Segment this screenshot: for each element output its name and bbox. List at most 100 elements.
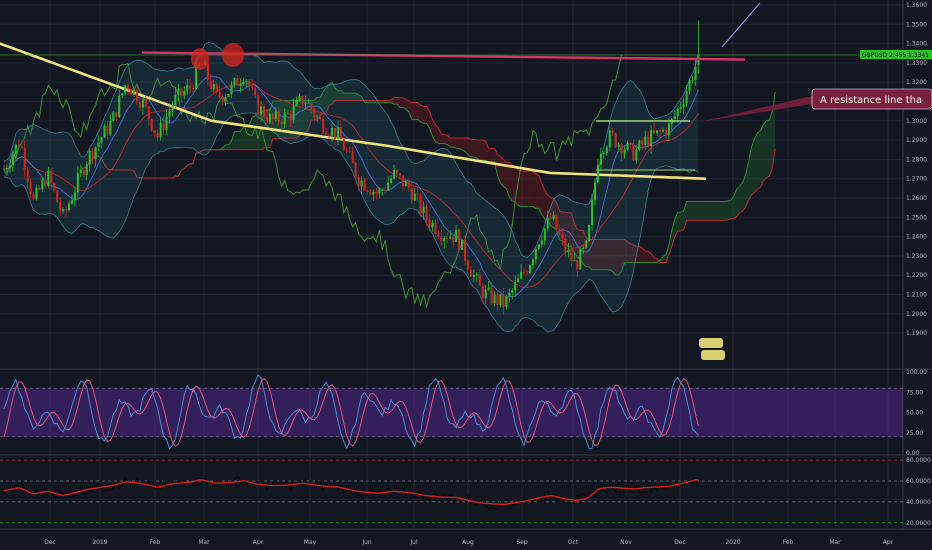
cloud-segment (742, 174, 746, 211)
candle-body (620, 144, 623, 154)
candle-body (245, 80, 248, 82)
bollinger-bands (3, 42, 699, 333)
candle-body (322, 118, 325, 133)
cloud-segment (228, 140, 232, 150)
cloud-segment (639, 246, 643, 263)
time-axis[interactable]: Dec 2019 Feb Mar Apr May Jun Jul Aug Sep Oct Nov Dec… (44, 539, 894, 546)
cloud-segment (476, 139, 480, 161)
candle-body (608, 130, 611, 148)
cloud-segment (710, 201, 714, 221)
cloud-segment (240, 127, 244, 150)
candle-body (478, 274, 481, 286)
price-tick-label: 1.2300 (906, 253, 927, 260)
candle-body (596, 164, 599, 183)
cloud-segment (420, 105, 424, 124)
candle-body (331, 127, 334, 136)
cloud-segment (479, 139, 483, 161)
candle-body (206, 63, 209, 81)
candle-body (594, 182, 596, 201)
time-tick-label: Nov (620, 539, 632, 546)
stoch-tick-label: 75.00 (906, 389, 923, 396)
time-tick-label: Apr (883, 539, 894, 546)
candle-body (112, 112, 115, 121)
candle-body (280, 121, 283, 125)
cloud-segment (583, 230, 587, 267)
stoch-d-line (3, 377, 699, 447)
cloud-segment (763, 120, 767, 181)
candle-body (567, 249, 570, 252)
price-tick-label: 1.3500 (906, 21, 927, 28)
cloud-segment (491, 148, 495, 162)
cloud-segment (462, 137, 465, 152)
candle-body (236, 78, 239, 87)
time-tick-label: 2019 (92, 539, 107, 546)
candle-body (73, 192, 76, 201)
candle-body (585, 240, 588, 248)
candle-body (582, 247, 585, 250)
price-badge-symbol: GBPUSD 2.4551 (862, 52, 910, 59)
osc-tick-label: 60.0000 (906, 478, 931, 485)
cloud-segment (760, 124, 764, 188)
cloud-segment (323, 87, 327, 114)
candle-body (404, 181, 407, 187)
candle-body (298, 95, 301, 101)
candle-body (325, 132, 328, 135)
candle-body (85, 164, 88, 175)
candle-body (268, 113, 271, 122)
candle-body (549, 217, 552, 219)
time-tick-label: Sep (516, 539, 528, 546)
time-tick-label: Dec (674, 539, 686, 546)
last-price-badge[interactable]: GBPUSD 2.4551 1.3341 (860, 50, 932, 59)
candle-body (653, 130, 656, 134)
candle-body (635, 149, 638, 161)
candle-body (591, 200, 594, 225)
candle-body (644, 136, 647, 145)
cloud-segment (645, 251, 649, 263)
cloud-segment (414, 102, 418, 120)
candle-body (100, 137, 103, 143)
candle-body (29, 181, 32, 195)
candle-body (94, 147, 97, 160)
cloud-segment (565, 212, 569, 247)
cloud-segment (592, 239, 595, 270)
cloud-segment (500, 156, 504, 187)
candle-body (440, 236, 443, 242)
cloud-segment (337, 90, 341, 101)
cloud-segment (529, 170, 533, 207)
lagging-span (3, 54, 623, 309)
cloud-segment (648, 251, 652, 263)
candle-body (345, 150, 348, 151)
candle-body (372, 191, 375, 195)
cloud-segment (544, 190, 548, 221)
candle-body (443, 237, 446, 242)
resistance-callout[interactable]: A resistance line tha (700, 88, 932, 122)
moving-average-200 (0, 42, 707, 180)
candle-body (676, 108, 679, 117)
price-tick-label: 1.2400 (906, 234, 927, 241)
cloud-segment (423, 106, 427, 124)
time-tick-label: Mar (829, 539, 841, 546)
cloud-segment (379, 100, 383, 103)
cloud-segment (680, 210, 684, 232)
candle-body (144, 99, 147, 107)
cloud-segment (521, 170, 525, 207)
callout-text: A resistance line tha (820, 95, 922, 106)
price-axis[interactable]: 1.36001.35001.34001.33001.32001.31001.30… (906, 2, 927, 337)
cloud-segment (769, 111, 773, 177)
candle-body (310, 102, 313, 110)
osc-fast-line (3, 475, 699, 510)
bollinger-upper (3, 42, 699, 258)
candle-body (103, 125, 106, 138)
cloud-segment (772, 92, 776, 169)
cloud-segment (603, 239, 607, 270)
price-tick-label: 1.2100 (906, 292, 927, 299)
candle-body (289, 113, 292, 120)
candle-body (209, 80, 212, 90)
cloud-segment (340, 90, 344, 101)
cloud-segment (432, 119, 436, 142)
cloud-segment (733, 188, 737, 219)
candle-body (91, 150, 94, 160)
candle-body (514, 282, 517, 291)
candle-body (150, 119, 153, 131)
